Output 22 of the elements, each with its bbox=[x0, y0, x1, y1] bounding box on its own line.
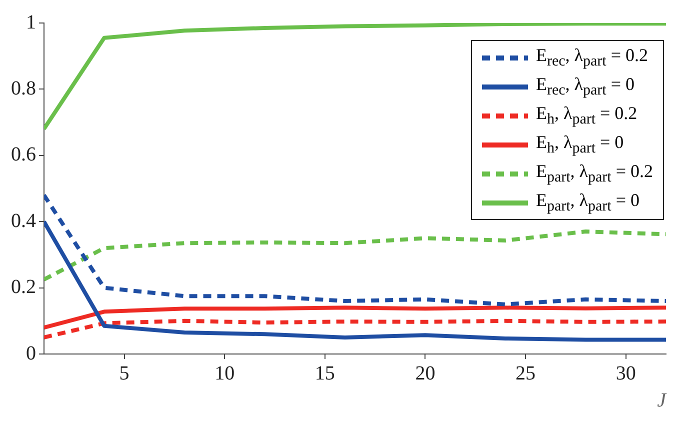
x-tick-label: 15 bbox=[314, 362, 335, 384]
legend-label: E$_{h}$, λ$_{part}$ = 0 bbox=[536, 132, 624, 158]
y-tick-label: 0.4 bbox=[11, 210, 36, 232]
y-tick-label: 0.6 bbox=[11, 144, 36, 166]
legend-label: E$_{rec}$, λ$_{part}$ = 0 bbox=[536, 74, 634, 100]
x-tick-label: 5 bbox=[119, 362, 130, 384]
legend-label: E$_{part}$, λ$_{part}$ = 0 bbox=[536, 190, 640, 216]
line-series bbox=[44, 193, 666, 306]
line-series bbox=[44, 318, 666, 340]
x-tick-label: 10 bbox=[214, 362, 235, 384]
legend-label: E$_{rec}$, λ$_{part}$ = 0.2 bbox=[536, 44, 648, 70]
x-tick-label: 30 bbox=[616, 362, 636, 384]
x-tick-label: 20 bbox=[415, 362, 436, 384]
y-tick-label: 0.2 bbox=[11, 276, 36, 298]
legend-label: E$_{h}$, λ$_{part}$ = 0.2 bbox=[536, 102, 638, 128]
y-tick-label: 0 bbox=[26, 342, 36, 364]
x-tick-label: 25 bbox=[516, 362, 536, 384]
y-tick-label: 1 bbox=[26, 11, 36, 34]
y-tick-label: 0.8 bbox=[11, 77, 36, 100]
line-series bbox=[44, 230, 666, 282]
legend-label: E$_{part}$, λ$_{part}$ = 0.2 bbox=[536, 160, 653, 186]
x-axis-title: J bbox=[657, 389, 668, 412]
